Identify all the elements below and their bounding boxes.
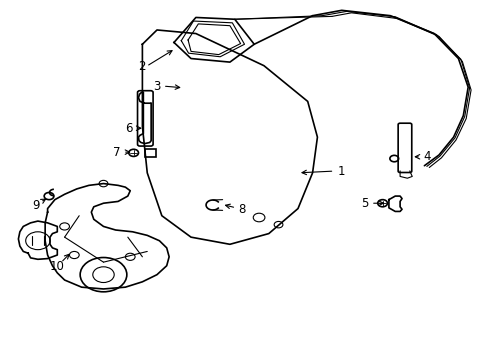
FancyBboxPatch shape xyxy=(137,91,153,146)
Text: 1: 1 xyxy=(337,165,345,177)
Bar xyxy=(144,149,155,157)
Text: 6: 6 xyxy=(125,122,132,135)
FancyBboxPatch shape xyxy=(397,123,411,172)
Text: 9: 9 xyxy=(33,198,40,212)
Text: 10: 10 xyxy=(50,260,64,273)
Text: 8: 8 xyxy=(238,203,245,216)
Text: 4: 4 xyxy=(422,150,430,163)
Text: 2: 2 xyxy=(138,60,145,73)
Text: 3: 3 xyxy=(153,80,161,93)
Text: 5: 5 xyxy=(361,197,368,210)
Text: 7: 7 xyxy=(113,146,121,159)
